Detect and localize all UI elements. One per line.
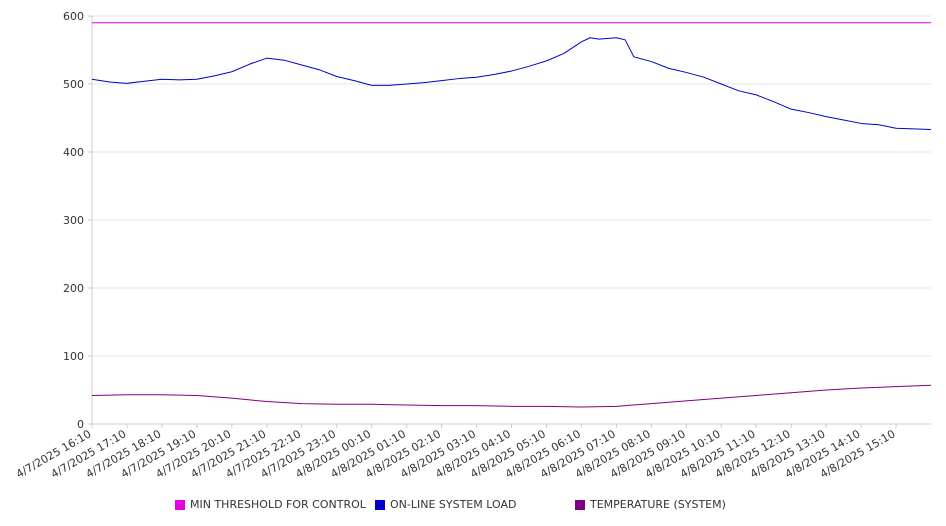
series-line-1	[91, 37, 932, 131]
legend-label-temperature: TEMPERATURE (SYSTEM)	[590, 498, 726, 511]
y-tick-label-600: 600	[63, 10, 84, 23]
series-lines	[91, 22, 932, 408]
legend-item-threshold: MIN THRESHOLD FOR CONTROL	[175, 498, 366, 511]
y-tick-labels: 0 100 200 300 400 500 600	[63, 10, 84, 431]
legend-swatch-system-load	[375, 499, 385, 510]
y-tick-label-300: 300	[63, 214, 84, 227]
axes	[88, 15, 931, 428]
series-line-2	[91, 384, 932, 408]
legend-item-temperature: TEMPERATURE (SYSTEM)	[575, 498, 726, 511]
y-tick-label-200: 200	[63, 282, 84, 295]
legend-label-threshold: MIN THRESHOLD FOR CONTROL	[190, 498, 366, 511]
y-tick-label-0: 0	[77, 418, 84, 431]
legend-item-system-load: ON-LINE SYSTEM LOAD	[375, 498, 516, 511]
legend-swatch-threshold	[175, 499, 185, 510]
gridlines	[92, 15, 931, 357]
y-tick-label-500: 500	[63, 78, 84, 91]
y-tick-label-400: 400	[63, 146, 84, 159]
y-tick-label-100: 100	[63, 350, 84, 363]
legend-label-system-load: ON-LINE SYSTEM LOAD	[390, 498, 517, 511]
legend-swatch-temperature	[575, 499, 585, 510]
x-tick-labels: 4/7/2025 16:104/7/2025 17:104/7/2025 18:…	[14, 427, 898, 481]
